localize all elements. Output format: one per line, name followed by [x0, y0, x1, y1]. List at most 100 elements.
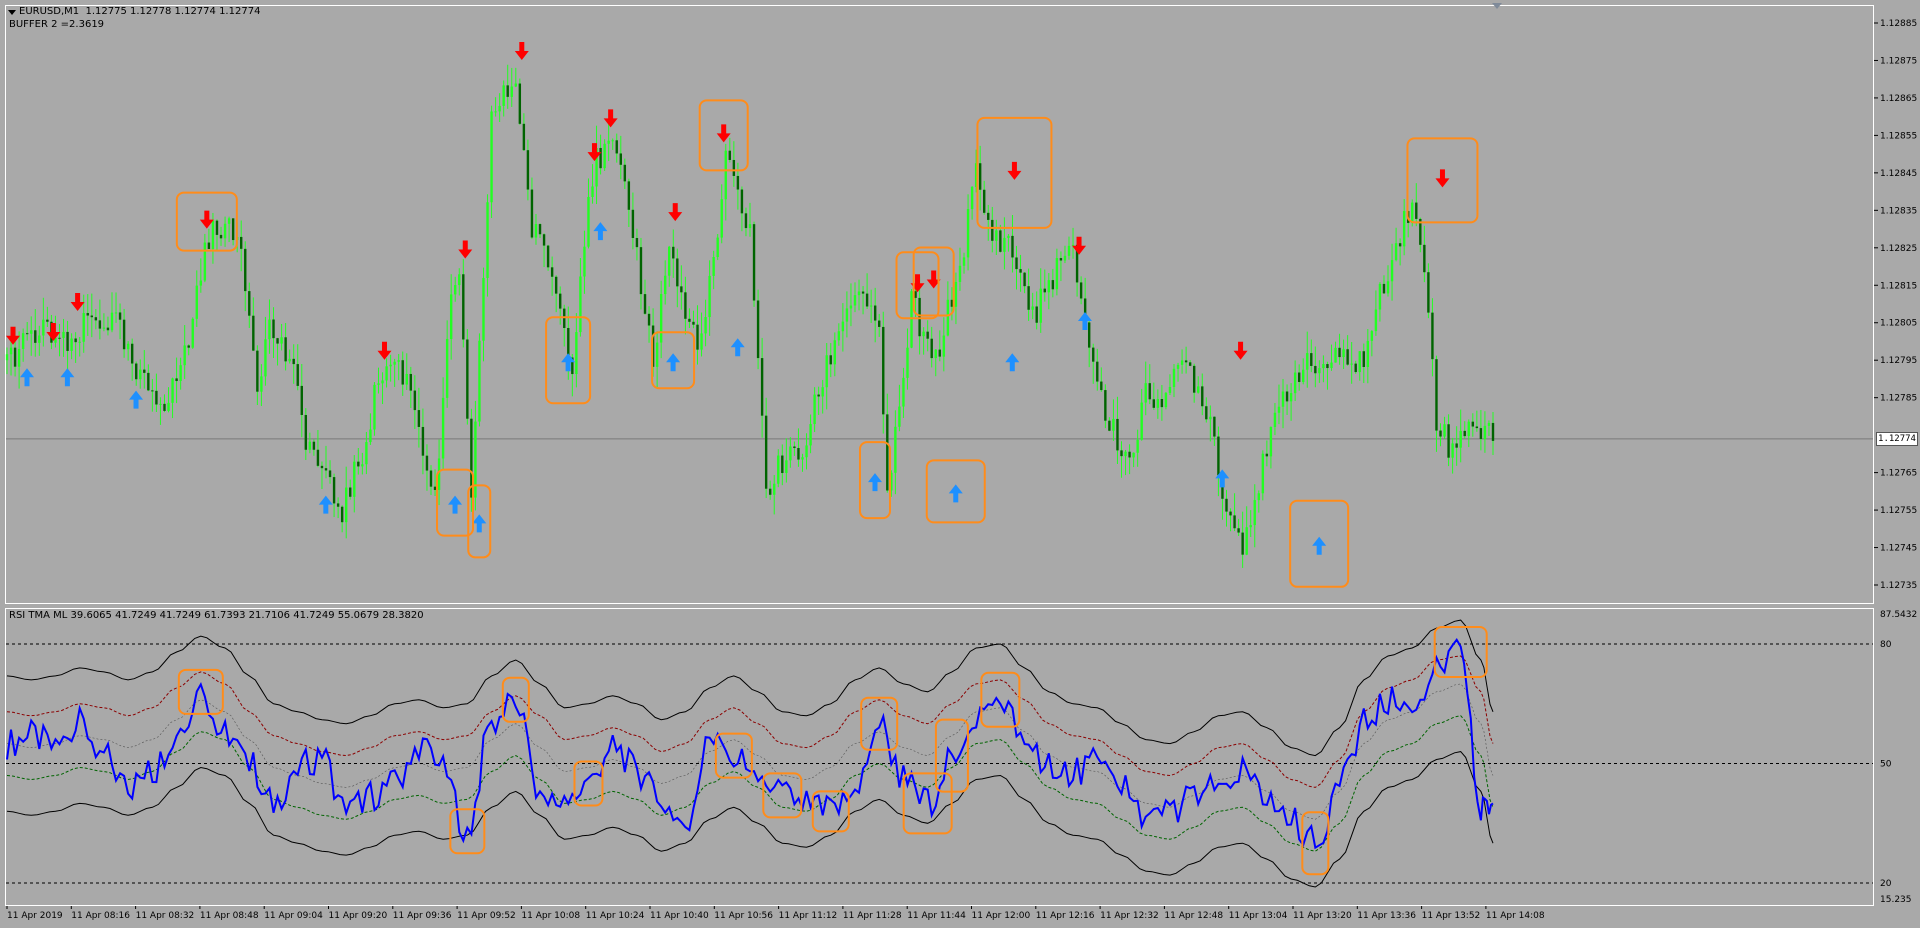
candle-body [365, 442, 368, 465]
arrow-up-icon [666, 353, 681, 372]
candle-body [1116, 418, 1119, 451]
candle-body [563, 308, 566, 328]
candle-body [62, 331, 65, 338]
candle-body [385, 366, 388, 381]
time-axis-label: 11 Apr 11:44 [907, 911, 966, 921]
candle-body [38, 335, 41, 343]
candle-body [405, 373, 408, 385]
candle-body [340, 506, 344, 523]
candle-body [591, 186, 594, 197]
candle-body [369, 429, 372, 443]
candle-body [458, 274, 461, 286]
candle-body [1475, 426, 1479, 429]
candle-body [429, 470, 433, 487]
candle-body [102, 327, 106, 329]
indicator-pane[interactable] [5, 608, 1874, 906]
candle-body [336, 503, 340, 507]
candle-body [873, 305, 877, 321]
price-chart-pane[interactable] [5, 5, 1874, 604]
candle-body [328, 470, 332, 478]
candle-body [906, 347, 909, 378]
arrow-up-icon [20, 368, 34, 387]
arrow-up-icon [593, 222, 608, 241]
candle-body [454, 285, 457, 295]
candle-body [954, 281, 958, 307]
time-axis-label: 11 Apr 09:04 [264, 911, 323, 921]
highlight-box [925, 459, 986, 524]
price-tick-label: 1.12855 [1880, 131, 1917, 141]
candle-body [708, 275, 711, 318]
candle-body [1229, 511, 1232, 516]
candle-body [381, 380, 384, 384]
candle-body [664, 275, 667, 295]
candle-body [700, 333, 703, 350]
candle-body [1188, 362, 1192, 366]
arrow-down-icon [910, 274, 925, 293]
candle-body [1370, 331, 1374, 341]
candle-body [1245, 527, 1248, 555]
candle-body [987, 212, 990, 220]
highlight-box [1406, 137, 1479, 224]
candle-body [1483, 425, 1487, 439]
candle-body [1160, 399, 1164, 408]
highlight-box [912, 246, 955, 317]
candle-body [571, 357, 574, 375]
candle-body [821, 387, 824, 397]
candle-body [789, 446, 792, 461]
highlight-box [545, 316, 592, 405]
candle-body [1176, 364, 1180, 369]
lower-band-line [6, 751, 1494, 888]
arrow-down-icon [458, 240, 473, 259]
indicator-highlight-box [860, 696, 899, 751]
candle-body [631, 209, 635, 238]
candle-body [744, 213, 748, 229]
candle-body [324, 468, 328, 471]
candle-body [70, 338, 73, 351]
candle-body [122, 319, 126, 350]
candle-body [1459, 430, 1462, 448]
candle-body [635, 237, 639, 248]
candle-body [482, 277, 485, 341]
candle-body [966, 209, 970, 258]
candle-body [413, 390, 417, 411]
candle-body [1285, 391, 1289, 402]
candle-body [522, 123, 526, 151]
chart-shift-marker-icon[interactable] [1492, 3, 1502, 9]
candle-body [1350, 363, 1353, 365]
candle-body [490, 111, 493, 203]
candle-body [268, 319, 271, 340]
candle-body [462, 274, 465, 340]
candle-body [5, 354, 9, 361]
candle-body [530, 189, 534, 238]
collapse-arrow-icon[interactable] [8, 10, 16, 15]
candle-body [167, 402, 170, 411]
indicator-highlight-box [811, 790, 850, 833]
candle-body [199, 280, 203, 286]
candle-body [66, 331, 69, 351]
highlight-box [698, 99, 749, 172]
candle-body [1172, 368, 1176, 387]
candle-body [1390, 260, 1394, 282]
candle-body [659, 294, 663, 343]
candle-body [692, 321, 695, 325]
candle-body [34, 330, 37, 343]
candle-body [1491, 422, 1495, 441]
candle-body [1326, 364, 1329, 369]
candle-body [1087, 322, 1091, 348]
candle-body [526, 150, 530, 190]
time-axis-label: 11 Apr 12:48 [1164, 911, 1223, 921]
candle-body [94, 317, 98, 321]
candle-body [1164, 392, 1168, 408]
candle-body [950, 299, 954, 307]
pane-separator[interactable] [5, 604, 1920, 608]
candle-body [1233, 515, 1236, 529]
candle-body [1007, 235, 1010, 238]
candle-body [1322, 364, 1325, 369]
candle-body [332, 477, 336, 504]
candle-body [1463, 430, 1466, 437]
candle-body [78, 341, 81, 343]
candle-body [1079, 282, 1083, 299]
candle-body [231, 218, 235, 241]
candle-body [865, 293, 869, 307]
candle-body [296, 364, 299, 386]
